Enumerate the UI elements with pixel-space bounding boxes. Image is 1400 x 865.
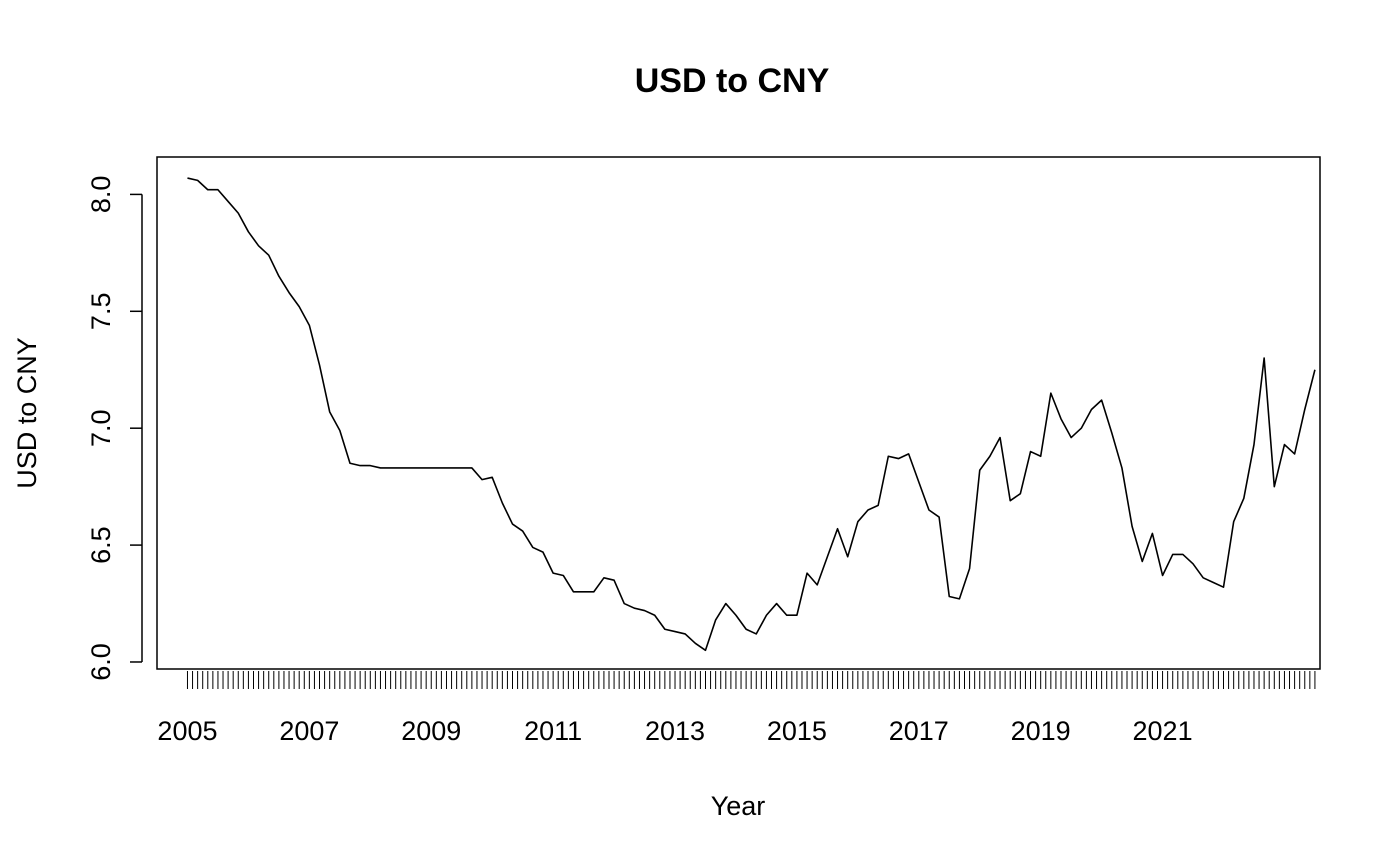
x-tick-label: 2005 bbox=[157, 716, 217, 746]
y-tick-label: 7.0 bbox=[86, 409, 116, 447]
y-axis-label: USD to CNY bbox=[12, 337, 42, 489]
series-line bbox=[187, 177, 1316, 652]
x-axis-label: Year bbox=[711, 791, 766, 821]
x-tick-label: 2019 bbox=[1011, 716, 1071, 746]
series-layer bbox=[187, 177, 1316, 652]
x-tick-label: 2017 bbox=[889, 716, 949, 746]
x-tick-label: 2015 bbox=[767, 716, 827, 746]
chart-title: USD to CNY bbox=[635, 62, 830, 100]
x-axis-minor-ticks bbox=[186, 671, 1316, 689]
y-tick-label: 7.5 bbox=[86, 293, 116, 331]
x-tick-label: 2009 bbox=[401, 716, 461, 746]
x-tick-label: 2011 bbox=[524, 716, 582, 746]
x-tick-label: 2013 bbox=[645, 716, 705, 746]
y-tick-label: 6.5 bbox=[86, 526, 116, 564]
x-tick-label: 2007 bbox=[279, 716, 339, 746]
x-axis-tick-labels: 2005 2007 2009 2011 2013 2015 2017 2019 2021 bbox=[157, 716, 1192, 746]
y-tick-label: 8.0 bbox=[86, 176, 116, 214]
y-axis: 6.0 6.5 7.0 7.5 8.0 bbox=[86, 176, 143, 681]
x-tick-label: 2021 bbox=[1133, 716, 1193, 746]
plot-frame bbox=[156, 156, 1321, 670]
y-tick-label: 6.0 bbox=[86, 643, 116, 681]
